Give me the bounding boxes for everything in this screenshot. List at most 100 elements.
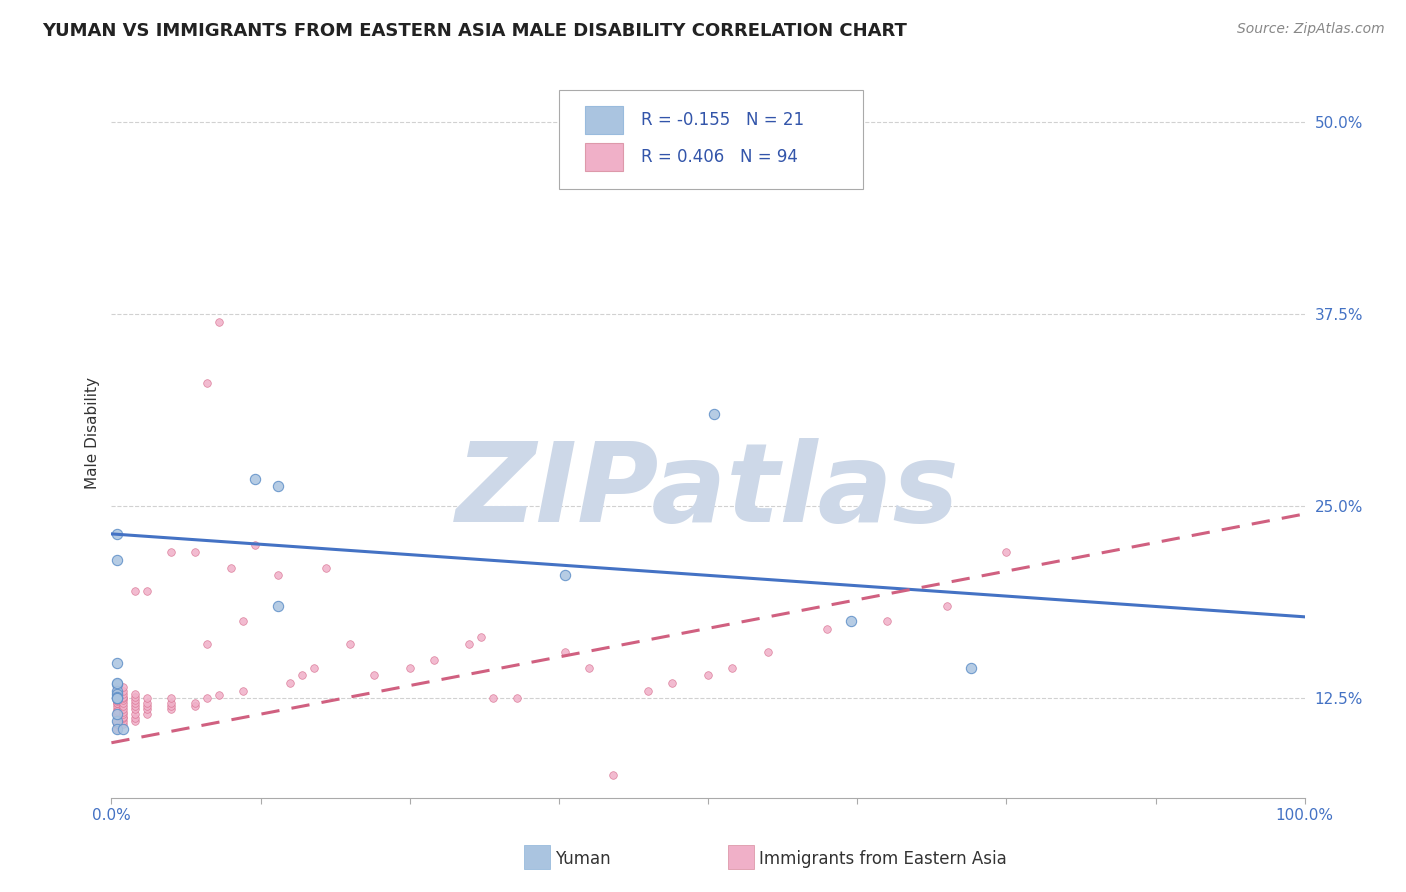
- Point: [105, 717, 128, 731]
- Point: [124, 696, 146, 710]
- Point: [554, 645, 576, 659]
- Point: [105, 702, 128, 716]
- Point: [506, 691, 529, 706]
- Point: [482, 691, 505, 706]
- Point: [105, 681, 128, 696]
- Point: [124, 702, 146, 716]
- Point: [160, 545, 183, 559]
- Point: [105, 683, 128, 698]
- Point: [105, 706, 128, 721]
- Point: [554, 568, 576, 582]
- Point: [267, 568, 290, 582]
- Point: [105, 687, 128, 701]
- Point: [105, 691, 128, 706]
- Point: [105, 706, 128, 721]
- Point: [995, 545, 1018, 559]
- Point: [839, 615, 862, 629]
- Point: [363, 668, 385, 682]
- Point: [219, 560, 242, 574]
- Point: [105, 690, 128, 704]
- Point: [136, 698, 159, 713]
- Point: [458, 638, 481, 652]
- Y-axis label: Male Disability: Male Disability: [86, 377, 100, 490]
- Point: [184, 696, 207, 710]
- Point: [578, 660, 600, 674]
- Point: [105, 681, 128, 695]
- Point: [136, 706, 159, 721]
- Point: [232, 615, 254, 629]
- Point: [267, 479, 290, 493]
- Point: [112, 717, 135, 731]
- Text: Yuman: Yuman: [555, 850, 612, 868]
- Point: [280, 676, 302, 690]
- Point: [105, 704, 128, 718]
- Point: [602, 768, 624, 782]
- Point: [398, 660, 420, 674]
- Point: [124, 687, 146, 701]
- Point: [112, 690, 135, 704]
- Point: [124, 690, 146, 704]
- Point: [105, 553, 128, 567]
- Point: [160, 696, 183, 710]
- Point: [935, 599, 957, 613]
- Point: [112, 722, 135, 736]
- Point: [136, 583, 159, 598]
- Point: [105, 685, 128, 699]
- Point: [105, 714, 128, 729]
- Point: [112, 709, 135, 723]
- Point: [721, 660, 744, 674]
- Point: [208, 688, 231, 702]
- Point: [184, 545, 207, 559]
- Bar: [585, 143, 623, 170]
- Point: [105, 694, 128, 708]
- Point: [160, 691, 183, 706]
- Bar: [585, 106, 623, 134]
- Point: [876, 615, 898, 629]
- Point: [105, 691, 128, 706]
- Point: [160, 702, 183, 716]
- Point: [815, 622, 838, 636]
- Point: [124, 706, 146, 721]
- Point: [703, 407, 725, 421]
- Text: YUMAN VS IMMIGRANTS FROM EASTERN ASIA MALE DISABILITY CORRELATION CHART: YUMAN VS IMMIGRANTS FROM EASTERN ASIA MA…: [42, 22, 907, 40]
- Point: [112, 687, 135, 701]
- Point: [195, 691, 218, 706]
- Point: [112, 696, 135, 710]
- Point: [112, 681, 135, 695]
- Text: R = -0.155   N = 21: R = -0.155 N = 21: [641, 112, 804, 129]
- Point: [105, 691, 128, 706]
- Point: [112, 706, 135, 721]
- Point: [112, 692, 135, 706]
- Text: Source: ZipAtlas.com: Source: ZipAtlas.com: [1237, 22, 1385, 37]
- Point: [105, 683, 128, 698]
- Point: [105, 706, 128, 721]
- Point: [243, 538, 266, 552]
- Point: [243, 472, 266, 486]
- Point: [112, 691, 135, 706]
- Point: [105, 696, 128, 710]
- Point: [105, 676, 128, 690]
- Point: [232, 683, 254, 698]
- Point: [136, 702, 159, 716]
- Point: [112, 698, 135, 713]
- Point: [105, 677, 128, 691]
- Point: [136, 696, 159, 710]
- Point: [160, 698, 183, 713]
- Point: [105, 690, 128, 704]
- Point: [105, 722, 128, 736]
- Point: [267, 599, 290, 613]
- Point: [105, 656, 128, 670]
- Point: [112, 683, 135, 698]
- Point: [195, 376, 218, 391]
- Point: [105, 698, 128, 713]
- Text: R = 0.406   N = 94: R = 0.406 N = 94: [641, 148, 799, 166]
- Point: [105, 717, 128, 731]
- Point: [756, 645, 779, 659]
- Point: [339, 638, 361, 652]
- Point: [315, 560, 337, 574]
- Point: [112, 714, 135, 729]
- Point: [105, 527, 128, 541]
- Point: [959, 660, 981, 674]
- Point: [661, 676, 683, 690]
- Point: [112, 702, 135, 716]
